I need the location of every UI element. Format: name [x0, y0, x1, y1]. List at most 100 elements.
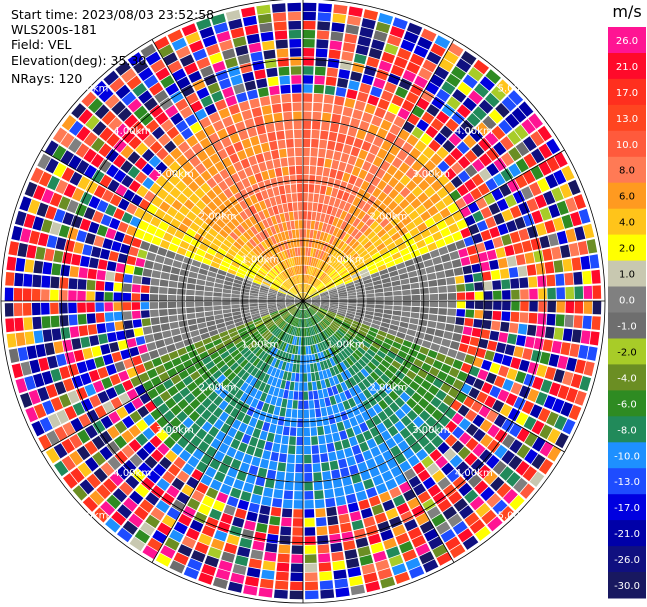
range-gate	[399, 427, 411, 439]
range-gate	[102, 354, 114, 366]
range-gate	[266, 273, 275, 280]
range-gate	[274, 368, 281, 378]
range-gate	[368, 47, 383, 60]
range-gate	[348, 215, 357, 225]
range-gate	[174, 229, 185, 240]
range-gate	[119, 481, 134, 496]
range-gate	[274, 224, 281, 234]
range-gate	[339, 254, 347, 263]
range-gate	[324, 85, 336, 95]
range-gate	[458, 418, 471, 431]
range-gate	[493, 157, 507, 172]
range-gate	[386, 333, 396, 341]
range-gate	[380, 160, 391, 172]
range-gate	[271, 326, 279, 335]
range-gate	[204, 291, 213, 297]
range-gate	[216, 273, 226, 280]
range-gate	[293, 391, 299, 400]
range-gate	[171, 357, 182, 367]
range-gate	[20, 392, 33, 408]
range-gate	[96, 224, 108, 237]
range-gate	[358, 169, 368, 180]
range-gate	[323, 277, 331, 284]
range-gate	[288, 325, 294, 335]
range-gate	[224, 276, 234, 283]
range-gate	[432, 336, 443, 345]
range-gate	[254, 172, 263, 183]
range-gate	[180, 127, 194, 140]
range-gate	[200, 182, 211, 194]
range-gate	[388, 364, 398, 374]
range-gate	[491, 188, 504, 201]
range-gate	[213, 292, 222, 297]
range-gate	[239, 200, 248, 210]
range-gate	[388, 177, 399, 188]
range-gate	[468, 387, 480, 399]
range-gate	[353, 278, 363, 284]
range-gate	[415, 262, 425, 270]
range-gate	[70, 417, 84, 432]
range-gate	[385, 132, 397, 144]
range-gate	[320, 294, 329, 298]
range-gate	[268, 324, 277, 331]
range-gate	[150, 317, 160, 325]
range-gate	[117, 504, 132, 519]
range-gate	[355, 44, 369, 56]
range-gate	[234, 555, 249, 567]
range-gate	[336, 383, 344, 394]
range-gate	[276, 263, 283, 272]
range-gate	[182, 187, 194, 198]
range-gate	[244, 275, 254, 282]
range-gate	[140, 293, 150, 301]
range-gate	[224, 176, 235, 187]
range-gate	[320, 130, 329, 140]
range-gate	[345, 345, 354, 354]
range-gate	[409, 53, 425, 66]
range-gate	[332, 375, 340, 385]
range-gate	[335, 170, 344, 181]
range-gate	[20, 361, 32, 376]
range-gate	[462, 535, 479, 550]
range-gate	[312, 316, 318, 324]
range-gate	[214, 314, 224, 320]
range-gate	[107, 456, 122, 471]
range-gate	[147, 470, 161, 484]
range-gate	[367, 195, 377, 206]
range-gate	[299, 309, 302, 319]
range-gate	[14, 272, 24, 287]
range-gate	[484, 395, 497, 408]
range-gate	[469, 519, 485, 534]
range-gate	[193, 254, 204, 262]
range-gate	[310, 326, 314, 336]
range-gate	[151, 270, 161, 279]
range-gate	[330, 323, 338, 331]
range-gate	[311, 294, 320, 299]
range-gate	[356, 332, 366, 340]
range-gate	[256, 272, 265, 279]
range-gate	[263, 487, 274, 498]
range-gate	[308, 287, 315, 295]
range-gate	[325, 368, 332, 378]
range-gate	[343, 319, 352, 325]
range-gate	[289, 335, 294, 345]
range-gate	[377, 148, 388, 160]
range-gate	[383, 256, 394, 264]
range-gate	[124, 114, 138, 128]
range-gate	[282, 271, 288, 279]
range-gate	[185, 344, 196, 353]
range-gate	[425, 403, 437, 415]
range-gate	[143, 232, 154, 243]
range-gate	[328, 49, 341, 60]
range-gate	[217, 247, 227, 256]
range-gate	[303, 301, 309, 308]
range-gate	[510, 311, 520, 323]
range-gate	[255, 274, 264, 281]
range-gate	[335, 280, 344, 286]
range-gate	[319, 444, 327, 454]
range-gate	[77, 314, 87, 325]
range-gate	[159, 201, 171, 213]
range-gate	[296, 427, 303, 437]
range-gate	[421, 340, 432, 349]
range-gate	[320, 589, 335, 599]
range-gate	[441, 81, 456, 95]
